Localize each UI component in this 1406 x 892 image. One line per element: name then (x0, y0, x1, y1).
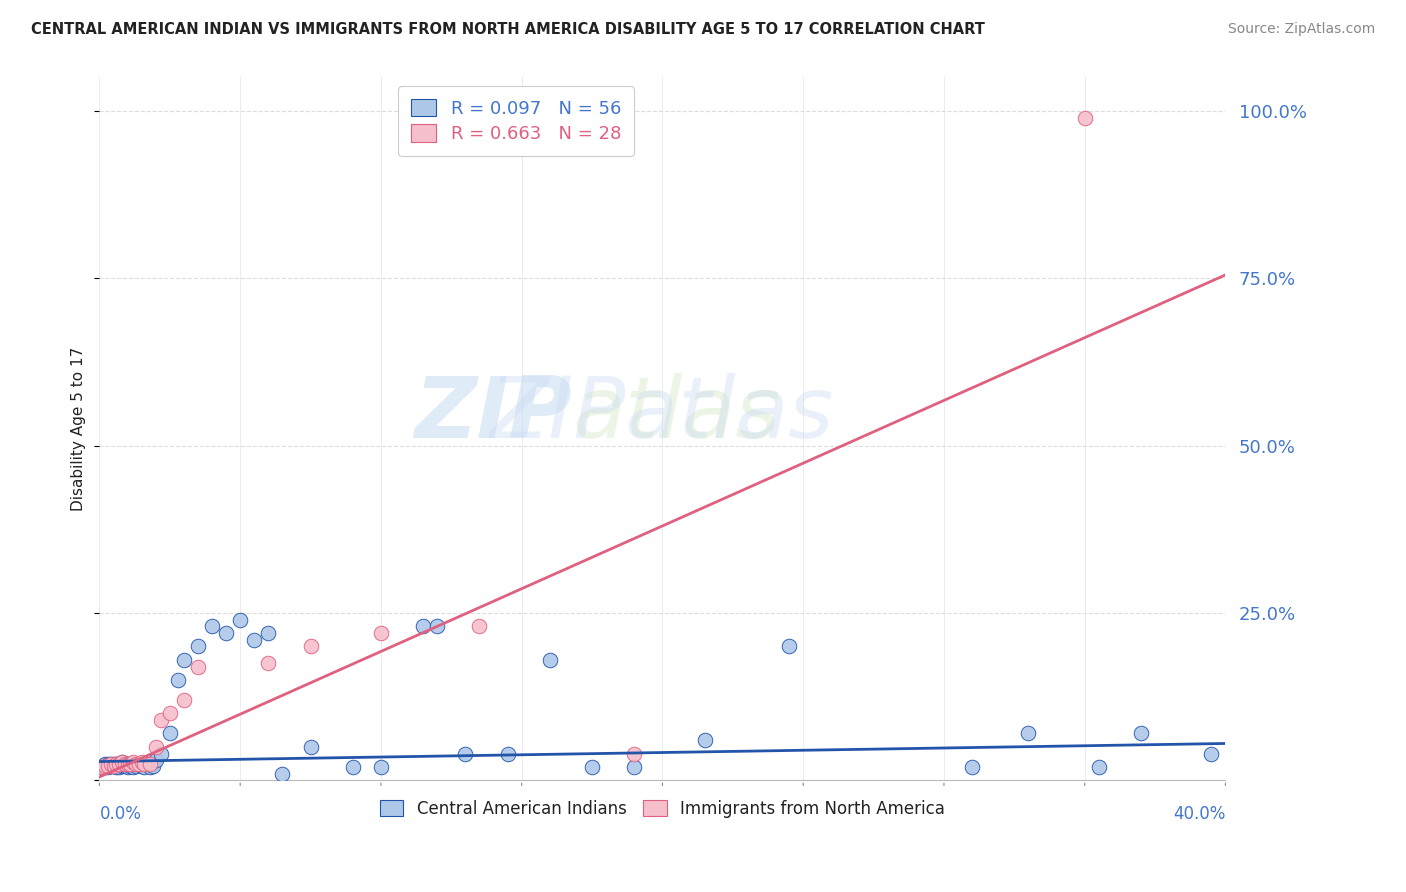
Point (139, 756, 162, 771)
Point (1073, 111, 1095, 125)
Text: 40.0%: 40.0% (1173, 805, 1226, 823)
Point (299, 739, 322, 754)
Point (111, 755, 134, 769)
Point (94, 760, 117, 774)
Point (145, 739, 167, 754)
Point (271, 766, 294, 780)
Point (103, 756, 125, 771)
Point (150, 713, 173, 727)
Legend: Central American Indians, Immigrants from North America: Central American Indians, Immigrants fro… (374, 793, 952, 825)
Point (122, 760, 145, 774)
Point (131, 758, 153, 772)
Point (145, 753, 167, 767)
Point (581, 760, 603, 774)
Point (105, 760, 128, 774)
Point (134, 760, 156, 774)
Point (142, 758, 165, 772)
Point (97, 758, 120, 772)
Point (187, 659, 209, 673)
Point (103, 758, 125, 772)
Point (128, 756, 150, 771)
Point (623, 747, 645, 761)
Point (1087, 760, 1109, 774)
Point (114, 758, 136, 772)
Point (100, 756, 122, 771)
Point (108, 756, 131, 771)
Point (108, 756, 131, 771)
Point (100, 758, 122, 772)
Point (139, 760, 162, 774)
Point (108, 760, 131, 774)
Point (97, 756, 120, 771)
Point (243, 632, 266, 647)
Point (693, 733, 716, 747)
Point (173, 653, 195, 667)
Text: 0.0%: 0.0% (100, 805, 142, 823)
Point (91, 760, 114, 774)
Point (426, 619, 449, 633)
Point (412, 619, 434, 633)
Point (105, 756, 128, 771)
Point (257, 626, 280, 640)
Point (105, 756, 128, 771)
Point (125, 756, 148, 771)
Point (94, 758, 117, 772)
Point (496, 747, 519, 761)
Point (136, 756, 159, 771)
Point (94, 756, 117, 771)
Point (167, 673, 190, 687)
Point (150, 747, 173, 761)
Point (778, 640, 800, 654)
Point (1017, 726, 1039, 740)
Point (454, 747, 477, 761)
Point (111, 758, 134, 772)
Point (299, 640, 322, 654)
Text: ZIPatlas: ZIPatlas (491, 374, 835, 457)
Point (103, 758, 125, 772)
Point (125, 758, 148, 772)
Point (128, 756, 150, 771)
Point (117, 760, 139, 774)
Point (1130, 726, 1153, 740)
Point (468, 619, 491, 633)
Text: atlas: atlas (572, 374, 780, 457)
Point (120, 756, 142, 771)
Point (117, 756, 139, 771)
Point (114, 756, 136, 771)
Point (229, 613, 252, 627)
Point (960, 760, 983, 774)
Point (134, 756, 156, 771)
Point (131, 755, 153, 769)
Point (342, 760, 364, 774)
Point (91, 760, 114, 774)
Point (370, 760, 392, 774)
Point (173, 693, 195, 707)
Point (187, 640, 209, 654)
Y-axis label: Disability Age 5 to 17: Disability Age 5 to 17 (72, 347, 86, 511)
Point (100, 756, 122, 771)
Text: ZIP: ZIP (415, 374, 572, 457)
Point (370, 626, 392, 640)
Point (159, 706, 181, 721)
Point (201, 619, 224, 633)
Point (215, 626, 238, 640)
Point (257, 656, 280, 670)
Text: CENTRAL AMERICAN INDIAN VS IMMIGRANTS FROM NORTH AMERICA DISABILITY AGE 5 TO 17 : CENTRAL AMERICAN INDIAN VS IMMIGRANTS FR… (31, 22, 984, 37)
Point (117, 756, 139, 771)
Point (538, 653, 561, 667)
Text: Source: ZipAtlas.com: Source: ZipAtlas.com (1227, 22, 1375, 37)
Point (120, 758, 142, 772)
Point (1201, 747, 1223, 761)
Point (111, 755, 134, 769)
Point (97, 760, 120, 774)
Point (122, 755, 145, 769)
Point (159, 726, 181, 740)
Point (623, 760, 645, 774)
